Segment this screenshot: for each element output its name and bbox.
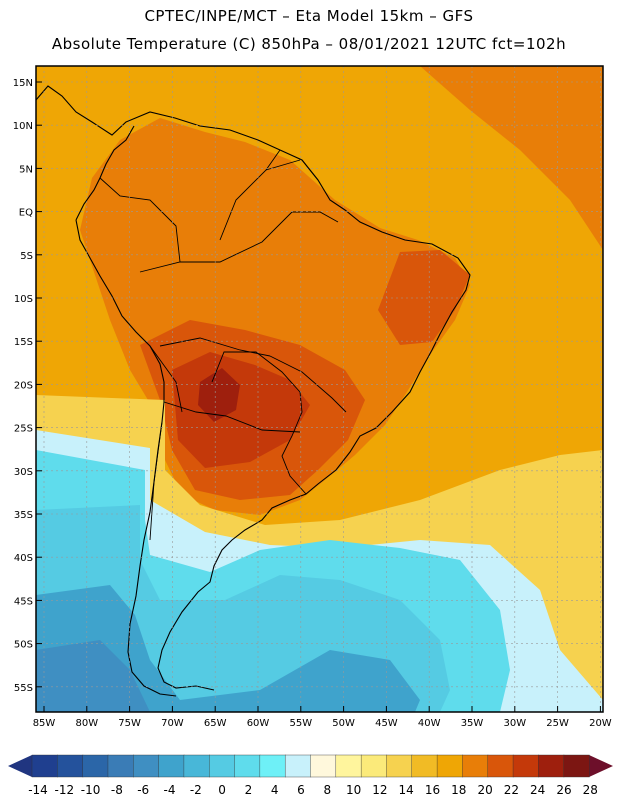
colorbar-swatch	[158, 754, 185, 778]
colorbar-label: 8	[323, 783, 331, 797]
lat-label: EQ	[19, 208, 33, 219]
longitude-labels: 85W 80W 75W 70W 65W 60W 55W 50W 45W 40W 35W 30W 25W 2…	[33, 718, 612, 729]
colorbar-label: 26	[556, 783, 571, 797]
chart-subtitle: Absolute Temperature (C) 850hPa – 08/01/…	[51, 35, 567, 53]
colorbar-label: 6	[297, 783, 305, 797]
colorbar-label: -14	[28, 783, 48, 797]
chart-title: CPTEC/INPE/MCT – Eta Model 15km – GFS	[144, 7, 474, 25]
colorbar-swatch	[487, 754, 514, 778]
lat-label: 25S	[14, 424, 33, 435]
lat-label: 55S	[14, 683, 33, 694]
lon-label: 70W	[161, 718, 184, 729]
lat-label: 5S	[20, 251, 33, 262]
colorbar-swatch	[57, 754, 84, 778]
lon-label: 80W	[75, 718, 98, 729]
lat-label: 35S	[14, 510, 33, 521]
colorbar-swatch	[462, 754, 489, 778]
colorbar-swatch	[335, 754, 362, 778]
field-northeast-hot	[378, 250, 470, 345]
colorbar-label: -6	[137, 783, 149, 797]
lat-label: 10S	[14, 294, 33, 305]
lat-label: 10N	[13, 121, 33, 132]
country-borders	[99, 149, 347, 541]
colorbar-swatch	[259, 754, 286, 778]
colorbar-label: -4	[164, 783, 176, 797]
lon-label: 20W	[589, 718, 612, 729]
lat-label: 5N	[19, 164, 33, 175]
colorbar-label: 12	[372, 783, 387, 797]
colorbar-swatch	[538, 754, 565, 778]
colorbar-high-extension	[589, 755, 613, 777]
lon-label: 55W	[289, 718, 312, 729]
colorbar-swatch	[411, 754, 438, 778]
lon-label: 25W	[546, 718, 569, 729]
colorbar-label: 24	[530, 783, 545, 797]
colorbar-swatch	[183, 754, 210, 778]
lat-label: 15N	[13, 78, 33, 89]
colorbar-swatch	[209, 754, 236, 778]
colorbar-label: 0	[218, 783, 226, 797]
lon-label: 50W	[332, 718, 355, 729]
colorbar-swatch	[284, 754, 312, 778]
lat-label: 30S	[14, 467, 33, 478]
lat-label: 20S	[14, 380, 33, 391]
field-cold-deepest	[36, 640, 150, 712]
lat-label: 15S	[14, 337, 33, 348]
lon-label: 60W	[247, 718, 270, 729]
colorbar-swatch	[360, 754, 388, 778]
field-north-atlantic-warm	[420, 66, 603, 250]
colorbar-label: 10	[346, 783, 361, 797]
colorbar-low-extension	[8, 755, 32, 777]
colorbar-swatch	[133, 754, 160, 778]
lon-label: 75W	[118, 718, 141, 729]
lon-label: 40W	[418, 718, 441, 729]
map-frame	[35, 65, 604, 713]
colorbar-label: 18	[451, 783, 466, 797]
temperature-field	[36, 66, 603, 712]
colorbar-label: 14	[399, 783, 414, 797]
colorbar-swatch	[436, 754, 464, 778]
lat-label: 45S	[14, 596, 33, 607]
colorbar-label: 20	[477, 783, 492, 797]
colorbar-swatch	[512, 754, 539, 778]
colorbar-label: -8	[111, 783, 123, 797]
colorbar-label: -10	[81, 783, 101, 797]
colorbar: -14 -12 -10 -8 -6 -4 -2 0 2 4 6 8 10 12 14 16 18 20 22 24 26…	[8, 754, 613, 797]
colorbar-label: 22	[504, 783, 519, 797]
colorbar-swatch	[310, 754, 337, 778]
lat-label: 40S	[14, 553, 33, 564]
colorbar-label: -2	[190, 783, 202, 797]
colorbar-label: 2	[245, 783, 253, 797]
colorbar-label: 16	[425, 783, 440, 797]
axis-ticks	[36, 81, 601, 712]
colorbar-swatch	[563, 754, 590, 778]
lon-label: 45W	[375, 718, 398, 729]
lon-label: 65W	[204, 718, 227, 729]
colorbar-label: 4	[271, 783, 279, 797]
colorbar-swatch	[234, 754, 261, 778]
colorbar-swatch	[107, 754, 134, 778]
colorbar-swatch	[82, 754, 109, 778]
field-hotspot	[198, 368, 240, 422]
latitude-labels: 15N 10N 5N EQ 5S 10S 15S 20S 25S 30S 35S 40S 45S 50S 5…	[13, 78, 33, 694]
lat-label: 50S	[14, 640, 33, 651]
lon-label: 85W	[33, 718, 56, 729]
lon-label: 30W	[503, 718, 526, 729]
lon-label: 35W	[461, 718, 484, 729]
colorbar-label: 28	[583, 783, 598, 797]
colorbar-swatch	[31, 754, 58, 778]
colorbar-swatch	[386, 754, 413, 778]
colorbar-label: -12	[54, 783, 74, 797]
